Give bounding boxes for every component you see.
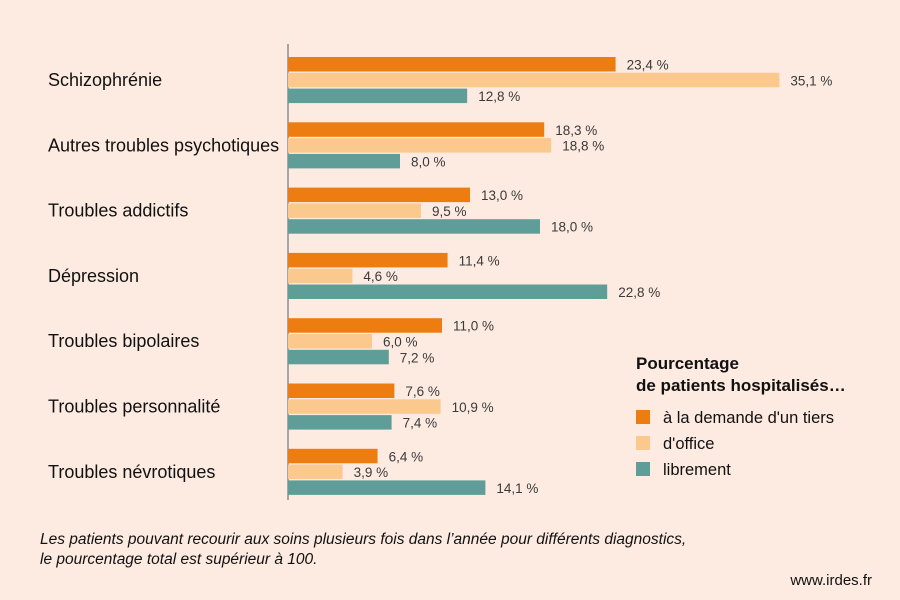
bar xyxy=(288,187,470,203)
bar xyxy=(288,448,378,464)
value-label: 22,8 % xyxy=(618,285,660,300)
bar xyxy=(288,252,448,268)
category-label: Autres troubles psychotiques xyxy=(48,135,279,155)
bar xyxy=(288,318,442,333)
value-label: 12,8 % xyxy=(478,89,520,104)
value-label: 14,1 % xyxy=(496,481,538,496)
bar xyxy=(288,203,421,218)
bar xyxy=(288,88,468,104)
value-label: 8,0 % xyxy=(411,154,446,169)
bar xyxy=(288,219,540,234)
category-label: Schizophrénie xyxy=(48,70,162,90)
legend-swatch xyxy=(636,436,650,450)
bar xyxy=(288,138,552,153)
legend-title: Pourcentage xyxy=(636,354,739,373)
category-label: Dépression xyxy=(48,266,139,286)
bars xyxy=(288,57,780,495)
footnote-line-1: Les patients pouvant recourir aux soins … xyxy=(40,531,687,548)
value-label: 18,3 % xyxy=(555,123,597,138)
value-label: 4,6 % xyxy=(363,269,398,284)
bar xyxy=(288,72,780,88)
value-label: 6,4 % xyxy=(389,449,424,464)
value-label: 10,9 % xyxy=(452,400,494,415)
value-label: 11,4 % xyxy=(459,253,500,268)
source-url: www.irdes.fr xyxy=(790,572,872,589)
legend: Pourcentage de patients hospitalisés… à la… xyxy=(636,354,846,479)
value-label: 13,0 % xyxy=(481,188,523,203)
legend-label: à la demande d'un tiers xyxy=(663,409,834,427)
category-label: Troubles addictifs xyxy=(48,201,188,221)
value-label: 23,4 % xyxy=(627,58,669,73)
value-label: 18,8 % xyxy=(562,139,604,154)
value-label: 7,6 % xyxy=(405,384,440,399)
bar xyxy=(288,57,616,72)
bar xyxy=(288,383,395,398)
bar xyxy=(288,349,389,365)
category-labels: Schizophrénie Autres troubles psychotique… xyxy=(48,70,279,482)
footnote: Les patients pouvant recourir aux soins … xyxy=(40,530,686,570)
category-label: Troubles personnalité xyxy=(48,397,220,417)
bar xyxy=(288,399,441,414)
value-label: 7,4 % xyxy=(403,416,438,431)
bar xyxy=(288,268,353,284)
bar xyxy=(288,415,392,430)
value-label: 35,1 % xyxy=(790,73,832,88)
value-label: 3,9 % xyxy=(354,465,389,480)
value-label: 7,2 % xyxy=(400,350,435,365)
footnote-line-2: le pourcentage total est supérieur à 100… xyxy=(40,551,318,568)
legend-swatch xyxy=(636,410,650,424)
value-label: 11,0 % xyxy=(453,319,494,334)
legend-swatch xyxy=(636,462,650,476)
category-label: Troubles névrotiques xyxy=(48,462,215,482)
bar xyxy=(288,334,372,349)
bar xyxy=(288,284,608,299)
value-label: 18,0 % xyxy=(551,220,593,235)
value-labels: 23,4 % 35,1 % 12,8 % 18,3 %18,8 % 8,0 % 13,0 … xyxy=(354,58,833,496)
value-label: 9,5 % xyxy=(432,204,467,219)
legend-title: de patients hospitalisés… xyxy=(636,376,846,395)
bar xyxy=(288,464,343,480)
legend-label: librement xyxy=(663,461,731,479)
category-label: Troubles bipolaires xyxy=(48,331,199,351)
bar xyxy=(288,153,400,169)
value-label: 6,0 % xyxy=(383,335,418,350)
legend-label: d'office xyxy=(663,435,714,453)
bar xyxy=(288,122,545,137)
bar xyxy=(288,480,486,495)
